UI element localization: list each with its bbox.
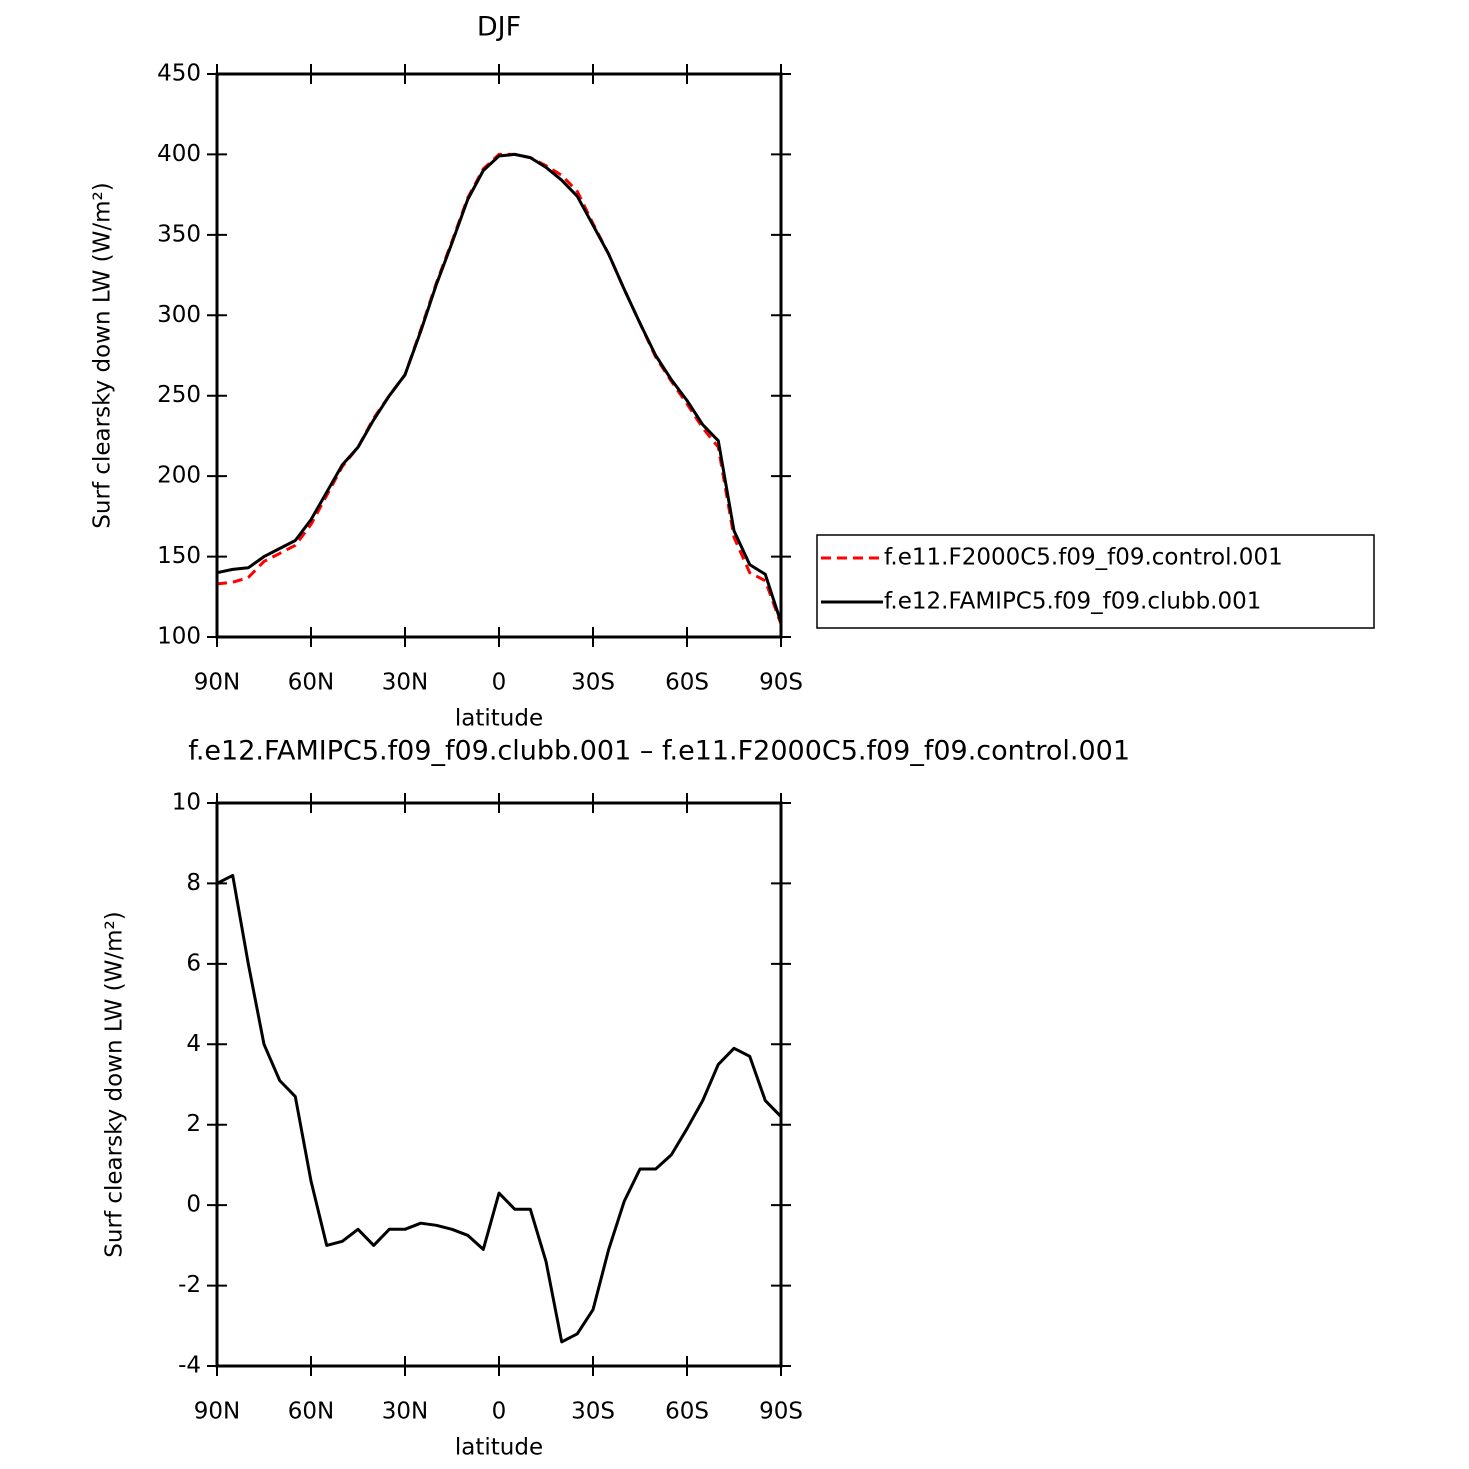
y-tick-label: 8 [186,870,201,896]
y-tick-label: 100 [157,624,201,650]
x-tick-label: 30N [382,1399,428,1425]
x-tick-label: 90N [194,1399,240,1425]
x-tick-label: 60N [288,1399,334,1425]
y-tick-label: 2 [186,1111,201,1137]
y-tick-label: -2 [178,1272,201,1298]
y-tick-label: 200 [157,463,201,489]
x-tick-label: 30S [571,670,615,696]
y-tick-label: 150 [157,543,201,569]
x-tick-label: 0 [492,1399,507,1425]
y-tick-label: 4 [186,1031,201,1057]
y-tick-label: 400 [157,141,201,167]
data-line [216,152,783,623]
data-line [216,152,783,625]
x-tick-label: 90N [194,670,240,696]
y-tick-label: 250 [157,382,201,408]
y-tick-label: -4 [178,1353,201,1379]
y-tick-label: 350 [157,221,201,247]
legend-box [816,534,1375,629]
y-tick-label: 6 [186,950,201,976]
plot-frame [215,801,783,1368]
chart-title: f.e12.FAMIPC5.f09_f09.clubb.001 – f.e11.… [188,736,1130,767]
x-tick-label: 60N [288,670,334,696]
y-tick-label: 0 [186,1192,201,1218]
data-line [216,873,783,1344]
y-tick-label: 300 [157,302,201,328]
x-tick-label: 60S [665,670,709,696]
x-axis-label: latitude [455,706,543,732]
y-tick-label: 10 [172,790,201,816]
x-tick-label: 30S [571,1399,615,1425]
x-axis-label: latitude [455,1435,543,1461]
x-tick-label: 30N [382,670,428,696]
y-axis-label: Surf clearsky down LW (W/m²) [90,182,116,528]
x-tick-label: 60S [665,1399,709,1425]
x-tick-label: 90S [759,670,803,696]
legend-label: f.e12.FAMIPC5.f09_f09.clubb.001 [884,589,1261,615]
x-tick-label: 0 [492,670,507,696]
plot-frame [215,72,783,639]
y-axis-label: Surf clearsky down LW (W/m²) [102,911,128,1257]
legend-label: f.e11.F2000C5.f09_f09.control.001 [884,545,1283,571]
x-tick-label: 90S [759,1399,803,1425]
chart-title: DJF [477,12,521,43]
y-tick-label: 450 [157,61,201,87]
